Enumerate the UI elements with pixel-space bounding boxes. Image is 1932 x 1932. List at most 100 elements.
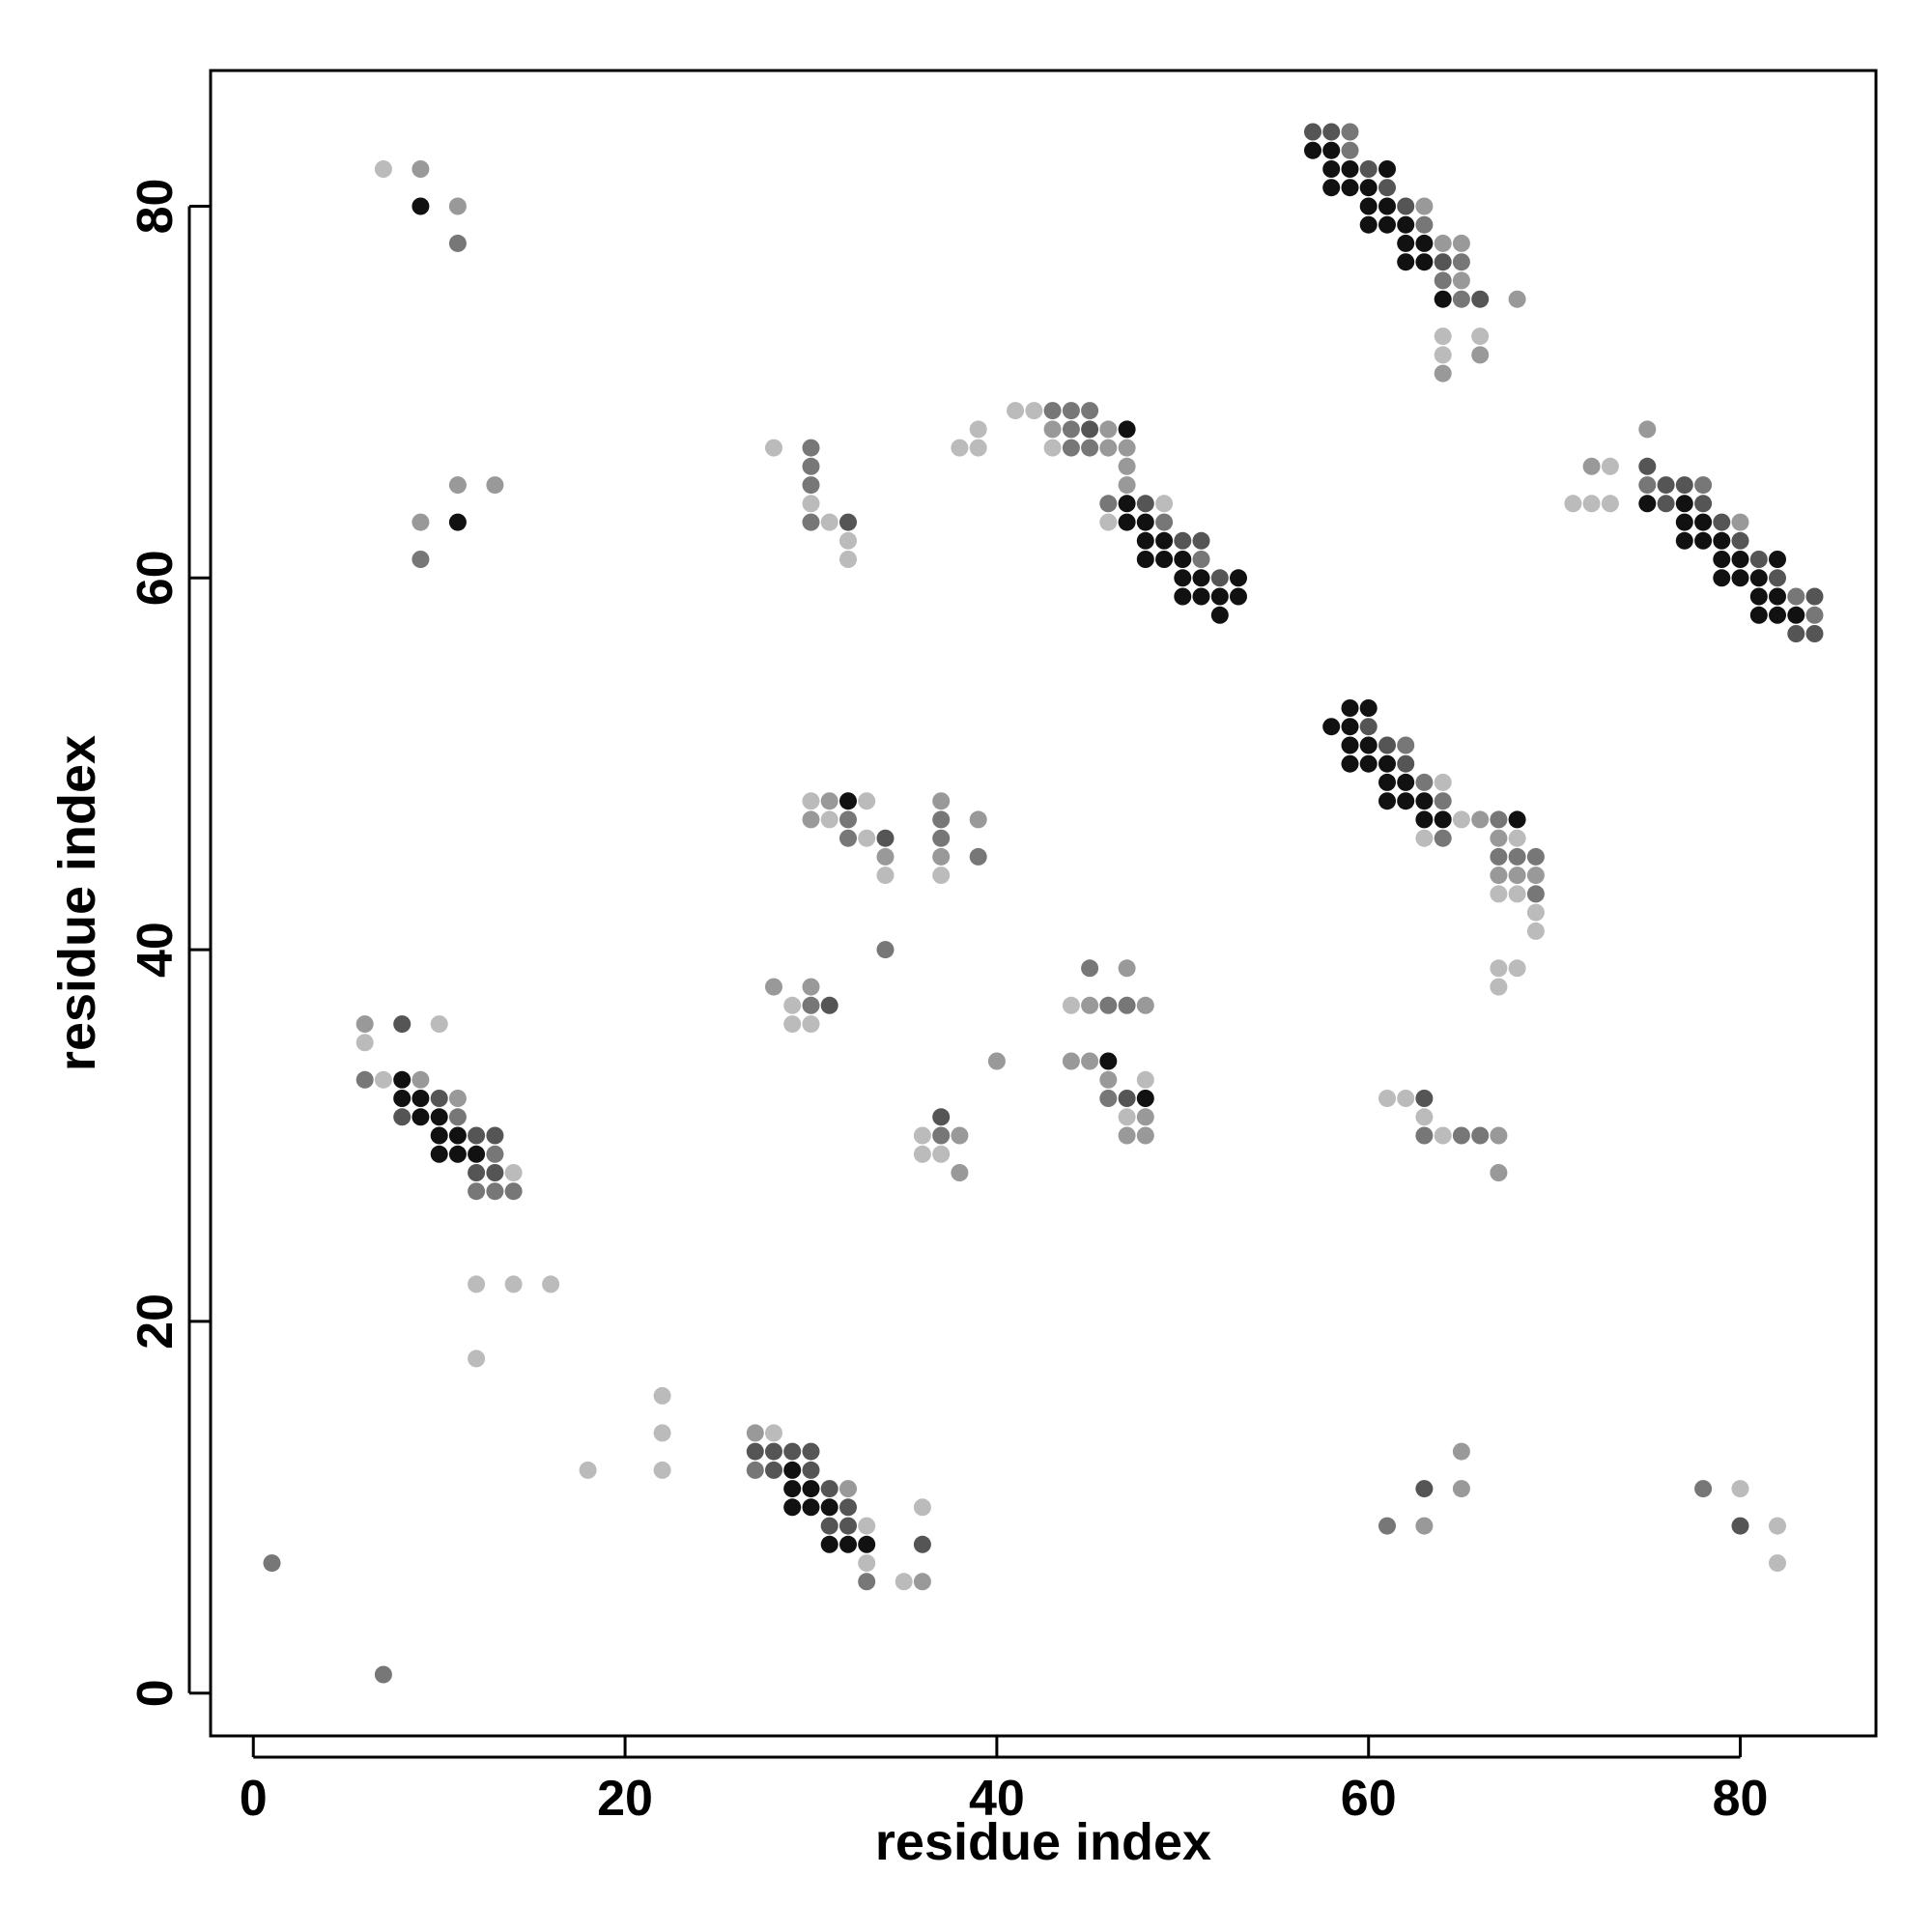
contact-point xyxy=(1118,959,1136,978)
contact-point xyxy=(412,197,430,215)
contact-point xyxy=(1099,996,1118,1014)
x-tick-label: 0 xyxy=(240,1771,268,1827)
contact-point xyxy=(913,1126,931,1145)
contact-point xyxy=(653,1386,671,1405)
contact-point xyxy=(1025,402,1043,420)
contact-point xyxy=(1136,513,1154,531)
contact-point xyxy=(932,810,951,829)
contact-point xyxy=(1415,1090,1434,1107)
contact-point xyxy=(802,1015,820,1034)
contact-point xyxy=(1415,810,1434,829)
contact-point xyxy=(1062,996,1080,1014)
contact-point xyxy=(1731,513,1749,531)
contact-point xyxy=(1341,160,1359,178)
contact-point xyxy=(468,1164,486,1181)
contact-point xyxy=(1043,420,1062,439)
contact-point xyxy=(802,457,820,475)
contact-point xyxy=(1769,1517,1786,1535)
contact-point xyxy=(1769,1554,1786,1573)
contact-point xyxy=(1434,253,1452,271)
y-axis: 0 20 40 60 80 xyxy=(128,179,211,1707)
contact-point xyxy=(1675,476,1693,495)
contact-point xyxy=(448,1145,467,1163)
contact-point xyxy=(913,1535,931,1553)
contact-point xyxy=(1769,587,1786,606)
contact-point xyxy=(802,1480,820,1498)
contact-point xyxy=(1378,792,1396,810)
contact-point xyxy=(1415,1108,1434,1126)
contact-point xyxy=(1452,234,1470,252)
contact-point xyxy=(1118,1090,1136,1107)
contact-point xyxy=(263,1554,281,1573)
contact-point xyxy=(1415,253,1434,271)
contact-point xyxy=(746,1461,764,1479)
contact-point xyxy=(932,792,951,810)
contact-point xyxy=(1694,495,1713,513)
contact-point xyxy=(820,1535,838,1553)
contact-point xyxy=(504,1182,523,1201)
y-tick-label: 0 xyxy=(128,1679,184,1707)
contact-point xyxy=(1508,867,1526,885)
contact-point xyxy=(412,1070,430,1089)
contact-point xyxy=(1434,271,1452,290)
contact-point xyxy=(1805,606,1824,624)
contact-point xyxy=(1378,215,1396,234)
contact-point xyxy=(802,996,820,1014)
contact-point xyxy=(1359,160,1378,178)
y-tick-label: 40 xyxy=(128,922,184,978)
contact-point xyxy=(1359,179,1378,197)
contact-point xyxy=(1062,439,1080,457)
contact-point xyxy=(913,1573,931,1591)
contact-point xyxy=(1508,829,1526,847)
contact-point xyxy=(1434,327,1452,346)
contact-point xyxy=(1118,513,1136,531)
contact-point xyxy=(839,1498,857,1517)
contact-point xyxy=(430,1015,448,1034)
contact-point xyxy=(1062,1052,1080,1070)
contact-point xyxy=(969,420,987,439)
contact-point xyxy=(1099,420,1118,439)
contact-point xyxy=(1099,1090,1118,1107)
contact-point xyxy=(393,1090,412,1107)
contact-point xyxy=(1378,1090,1396,1107)
contact-point xyxy=(1341,699,1359,717)
contact-point xyxy=(1731,569,1749,587)
contact-point xyxy=(1713,531,1731,550)
contact-point xyxy=(1769,569,1786,587)
contact-point xyxy=(374,1665,392,1684)
contact-point xyxy=(951,1164,969,1181)
contact-point xyxy=(858,1517,876,1535)
contact-point xyxy=(448,513,467,531)
contact-point xyxy=(1192,551,1210,568)
contact-point xyxy=(412,1108,430,1126)
contact-point xyxy=(1304,123,1321,141)
contact-point xyxy=(969,439,987,457)
contact-point xyxy=(1155,551,1174,568)
contact-point xyxy=(1787,587,1805,606)
contact-point xyxy=(1062,402,1080,420)
contact-point xyxy=(1452,1480,1470,1498)
contact-point xyxy=(802,439,820,457)
contact-point xyxy=(1118,996,1136,1014)
contact-point xyxy=(1713,513,1731,531)
contact-point xyxy=(1118,1108,1136,1126)
contact-point xyxy=(1471,1126,1490,1145)
contact-point xyxy=(1359,699,1378,717)
contact-point xyxy=(1638,457,1657,475)
contact-point xyxy=(1136,1126,1154,1145)
contact-point xyxy=(1694,531,1713,550)
contact-point xyxy=(1192,569,1210,587)
contact-point xyxy=(393,1108,412,1126)
contact-point xyxy=(783,1480,802,1498)
contact-point xyxy=(355,1070,374,1089)
contact-point xyxy=(1415,829,1434,847)
contact-point xyxy=(969,810,987,829)
contact-point xyxy=(1749,569,1768,587)
contact-point xyxy=(393,1015,412,1034)
contact-point xyxy=(1508,290,1526,308)
contact-point xyxy=(1526,922,1545,940)
contact-point xyxy=(1508,885,1526,903)
contact-point xyxy=(839,810,857,829)
contact-point xyxy=(765,1424,782,1442)
